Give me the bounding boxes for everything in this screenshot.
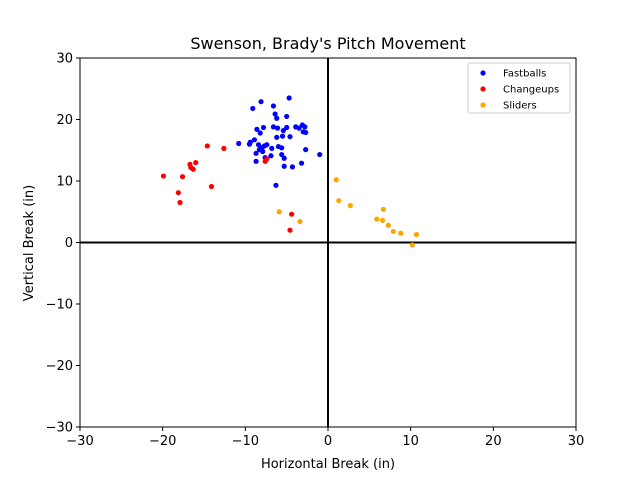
point-fastballs [279, 151, 285, 158]
point-fastballs [269, 145, 275, 152]
point-changeups [175, 190, 181, 196]
x-axis-label: Horizontal Break (in) [261, 457, 395, 472]
point-fastballs [253, 150, 259, 156]
point-fastballs [284, 124, 290, 131]
point-sliders [276, 209, 282, 215]
legend-label-sliders: Sliders [503, 101, 537, 112]
point-changeups [193, 159, 199, 166]
point-sliders [333, 177, 339, 183]
point-fastballs [289, 164, 296, 170]
point-fastballs [302, 124, 308, 130]
point-fastballs [274, 134, 280, 140]
point-sliders [374, 216, 380, 222]
point-fastballs [246, 141, 253, 147]
point-fastballs [260, 148, 266, 155]
point-fastballs [254, 126, 260, 132]
legend-marker-sliders [480, 102, 486, 108]
point-fastballs [250, 105, 256, 112]
point-fastballs [281, 163, 287, 169]
point-fastballs [270, 103, 277, 109]
point-fastballs [298, 160, 305, 166]
point-changeups [287, 227, 293, 233]
legend: Fastballs Changeups Sliders [467, 62, 571, 114]
legend-marker-fastballs [480, 70, 486, 76]
point-fastballs [317, 151, 323, 158]
point-fastballs [251, 137, 258, 143]
x-tick-label: 10 [402, 434, 419, 449]
point-fastballs [274, 125, 281, 131]
point-sliders [347, 203, 353, 209]
point-changeups [179, 174, 186, 180]
point-sliders [413, 231, 420, 238]
point-changeups [264, 156, 270, 162]
legend-label-changeups: Changeups [503, 85, 559, 96]
point-sliders [409, 242, 415, 248]
point-fastballs [253, 158, 259, 164]
point-fastballs [303, 147, 309, 153]
point-changeups [289, 211, 295, 217]
point-changeups [177, 199, 183, 206]
point-sliders [380, 206, 386, 212]
point-fastballs [236, 140, 242, 147]
point-fastballs [280, 127, 286, 134]
point-sliders [398, 230, 404, 236]
legend-marker-changeups [480, 86, 486, 92]
point-sliders [297, 218, 303, 225]
point-changeups [208, 183, 215, 190]
point-fastballs [270, 124, 277, 130]
y-tick-label: −20 [46, 359, 73, 374]
point-fastballs [255, 142, 262, 148]
point-fastballs [274, 115, 280, 121]
plot-area: −30 −20 −10 0 10 20 30 −30 −20 −10 0 10 20 30 [46, 52, 585, 450]
y-tick-label: 10 [56, 175, 73, 190]
point-fastballs [273, 182, 279, 188]
point-fastballs [279, 133, 286, 139]
point-sliders [379, 217, 386, 223]
y-tick-label: 20 [56, 113, 73, 128]
y-tick-label: −10 [46, 298, 73, 313]
x-tick-label: −30 [66, 434, 93, 449]
point-fastballs [260, 124, 267, 131]
point-fastballs [284, 113, 290, 120]
x-tick-label: 20 [485, 434, 502, 449]
point-changeups [204, 143, 210, 149]
legend-box [467, 62, 571, 114]
point-fastballs [303, 129, 309, 136]
point-changeups [221, 145, 227, 152]
x-tick-label: −20 [149, 434, 176, 449]
point-changeups [190, 166, 196, 172]
chart-title: Swenson, Brady's Pitch Movement [190, 34, 465, 53]
y-axis-label: Vertical Break (in) [22, 185, 37, 301]
point-fastballs [257, 130, 263, 136]
point-sliders [390, 228, 396, 235]
x-tick-label: 0 [324, 434, 332, 449]
point-fastballs [261, 143, 267, 149]
point-fastballs [287, 134, 293, 140]
point-fastballs [279, 145, 285, 151]
point-sliders [385, 222, 391, 228]
x-tick-label: −10 [232, 434, 259, 449]
y-tick-label: 0 [65, 236, 73, 251]
point-fastballs [296, 125, 302, 131]
point-fastballs [281, 155, 287, 161]
point-fastballs [258, 99, 264, 105]
point-changeups [160, 173, 167, 179]
y-tick-label: −30 [46, 421, 73, 436]
legend-label-fastballs: Fastballs [503, 69, 546, 80]
x-tick-label: 30 [568, 434, 585, 449]
point-fastballs [286, 95, 292, 101]
point-sliders [336, 198, 342, 204]
point-fastballs [272, 111, 278, 117]
point-fastballs [268, 153, 274, 159]
y-tick-label: 30 [56, 52, 73, 67]
